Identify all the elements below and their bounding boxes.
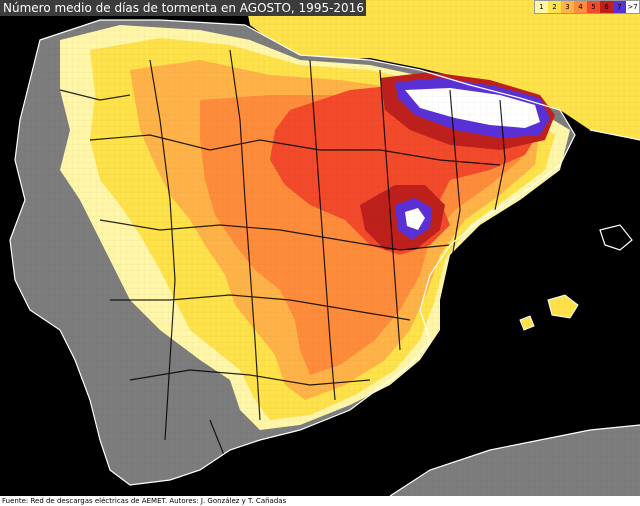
- legend-swatch-7: >7: [626, 1, 639, 13]
- legend-swatch-3: 4: [574, 1, 587, 13]
- legend-swatch-2: 3: [561, 1, 574, 13]
- province-borders: [59, 49, 506, 481]
- legend-swatch-5: 6: [600, 1, 613, 13]
- source-credit: Fuente: Red de descargas eléctricas de A…: [0, 496, 640, 506]
- legend-swatch-0: 1: [535, 1, 548, 13]
- legend-swatch-4: 5: [587, 1, 600, 13]
- map-title: Número medio de días de tormenta en AGOS…: [0, 0, 366, 16]
- legend-swatch-1: 2: [548, 1, 561, 13]
- legend-swatch-6: 7: [613, 1, 626, 13]
- color-legend: 1 2 3 4 5 6 7 >7: [534, 0, 640, 14]
- coastlines: [9, 19, 640, 496]
